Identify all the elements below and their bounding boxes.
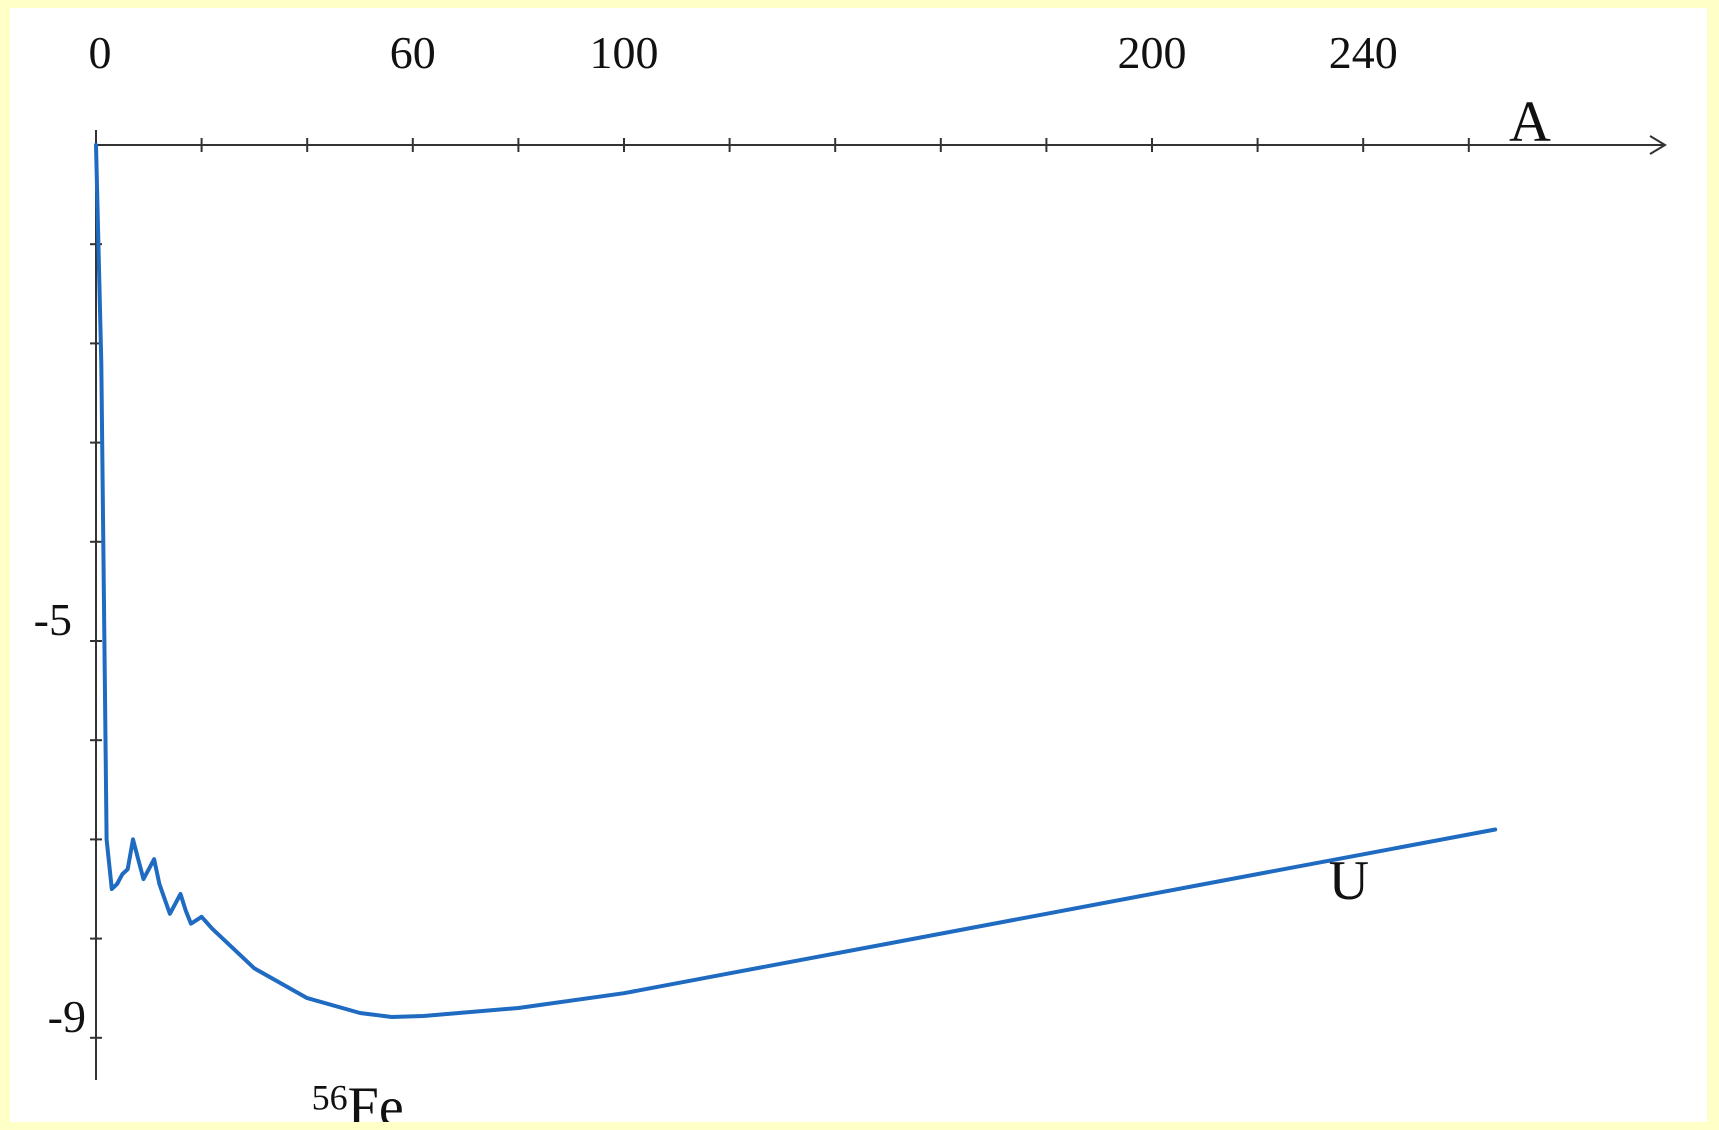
chart-panel: 0 60 100 200 240 -5 -9 A 56Fe U [10,8,1707,1122]
x-tick-label: 200 [1118,27,1187,78]
y-tick-label: -9 [48,991,86,1042]
x-axis-arrow [1649,135,1667,155]
x-axis-label: A [1509,89,1551,154]
x-tick-marks [200,138,1470,152]
x-tick-label: 0 [89,27,112,78]
series-line [94,143,1498,1019]
series-group [94,143,1498,1019]
x-tick-labels: 0 60 100 200 240 [89,27,1398,78]
annotation-text: Fe [348,1077,404,1122]
x-tick-label: 60 [390,27,436,78]
x-tick-label: 100 [590,27,659,78]
y-tick-labels: -5 -9 [34,594,86,1042]
annotation-superscript: 56 [312,1078,348,1118]
binding-energy-chart: 0 60 100 200 240 -5 -9 A 56Fe U [34,27,1667,1122]
y-tick-label: -5 [34,594,72,645]
y-tick-marks [90,243,102,1039]
annotation-fe56: 56Fe [312,1077,404,1122]
annotation-u: U [1329,850,1369,912]
axes [95,130,1667,1080]
annotations: 56Fe U [312,850,1369,1122]
x-tick-label: 240 [1329,27,1398,78]
